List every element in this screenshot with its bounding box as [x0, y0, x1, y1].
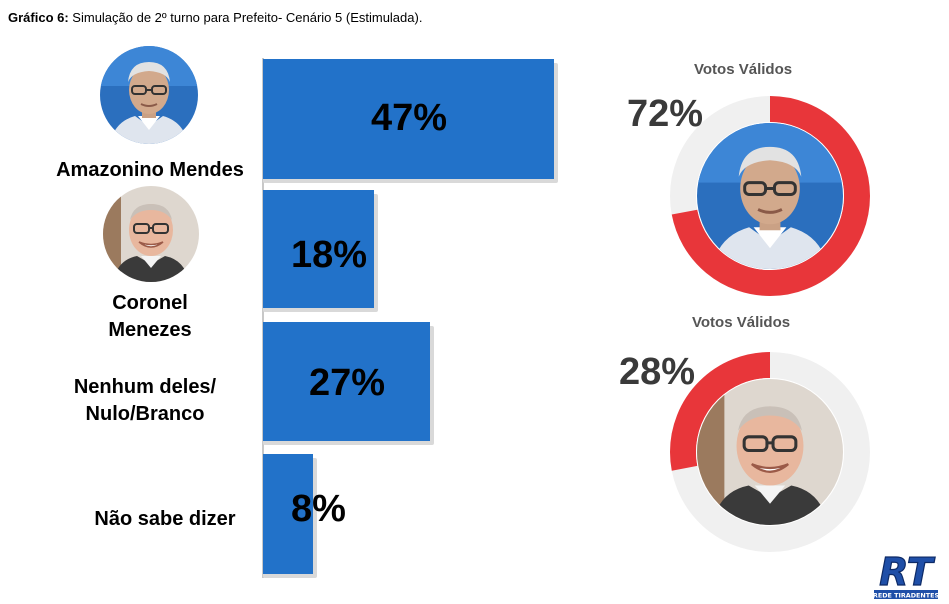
category-label-3: Nenhum deles/Nulo/Branco	[40, 374, 250, 428]
category-label-3-line-2: Nulo/Branco	[85, 403, 205, 425]
svg-text:RT: RT	[879, 550, 936, 594]
svg-text:REDE TIRADENTES: REDE TIRADENTES	[873, 592, 940, 600]
bar-value-label-4: 8%	[291, 488, 346, 530]
amazonino-avatar	[100, 46, 198, 144]
menezes-avatar	[103, 186, 199, 282]
category-label-1-line-1: Amazonino Mendes	[56, 159, 244, 181]
category-label-3-line-1: Nenhum deles/	[73, 376, 217, 398]
bar-4	[263, 454, 313, 574]
donut-2-value-label: 28%	[619, 351, 696, 393]
amazonino-donut-avatar	[697, 123, 843, 269]
category-label-2-line-1: Coronel	[112, 292, 188, 314]
bar-value-label-3: 27%	[309, 362, 386, 404]
bar-2	[263, 190, 374, 308]
donut-1-value-label: 72%	[627, 93, 704, 135]
donut-2-slice	[670, 352, 870, 552]
category-label-2-line-2: Menezes	[108, 319, 192, 341]
category-label-1: Amazonino Mendes	[40, 157, 260, 184]
chart-title: Gráfico 6: Simulação de 2º turno para Pr…	[8, 10, 422, 25]
menezes-donut-avatar	[697, 379, 843, 525]
chart-title-text: Simulação de 2º turno para Prefeito- Cen…	[68, 10, 423, 25]
bar-3	[263, 322, 430, 441]
donut-1-title: Votos Válidos	[694, 61, 793, 78]
bar-value-label-1: 47%	[371, 97, 448, 139]
category-label-4: Não sabe dizer	[60, 506, 270, 533]
category-label-4-line-1: Não sabe dizer	[94, 508, 236, 530]
rede-tiradentes-logo: RT REDE TIRADENTES	[870, 545, 942, 601]
bar-value-label-2: 18%	[291, 234, 368, 276]
bar-1	[263, 59, 554, 179]
chart-title-prefix: Gráfico 6:	[8, 10, 69, 25]
donut-2-title: Votos Válidos	[692, 314, 791, 331]
category-axis-line	[262, 58, 264, 578]
donut-1-slice	[670, 96, 870, 296]
category-label-2: Coronel Menezes	[80, 290, 220, 344]
